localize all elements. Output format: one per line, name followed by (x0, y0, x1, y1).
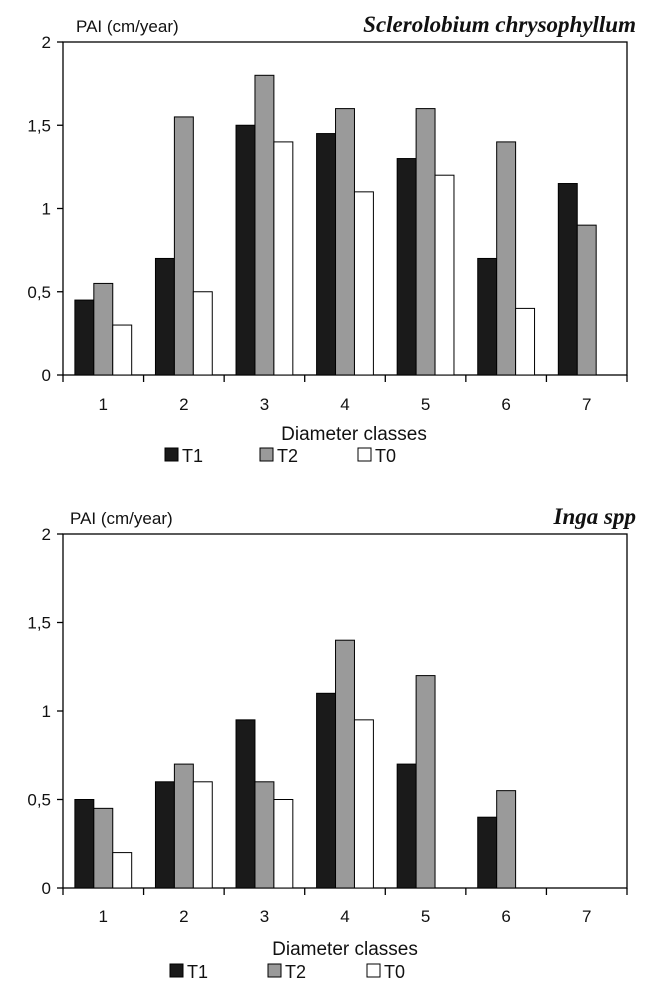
chart-inga: PAI (cm/year) Inga spp Diameter classes … (27, 504, 636, 982)
x-tick-label: 4 (340, 395, 349, 414)
x-tick-label: 4 (340, 907, 349, 926)
legend-swatch-t2 (267, 963, 282, 978)
bar-t2 (254, 74, 275, 376)
legend-swatch-t0 (366, 963, 381, 978)
bar-t2 (93, 807, 114, 889)
bar-t0 (273, 799, 294, 889)
y-axis-label: PAI (cm/year) (70, 509, 173, 528)
legend-label-t2: T2 (277, 446, 298, 466)
y-tick-label: 1,5 (27, 116, 51, 135)
y-tick-label: 1 (42, 702, 51, 721)
bar-t1 (316, 133, 337, 376)
bar-t0 (515, 307, 536, 376)
chart-sclerolobium: PAI (cm/year) Sclerolobium chrysophyllum… (27, 12, 636, 466)
x-tick-label: 6 (501, 907, 510, 926)
bar-t1 (74, 799, 95, 889)
chart-title: Sclerolobium chrysophyllum (363, 12, 636, 37)
x-tick-label: 5 (421, 907, 430, 926)
y-tick-label: 1,5 (27, 614, 51, 633)
bar-t2 (93, 282, 114, 376)
bar-t1 (477, 257, 498, 376)
y-axis-label: PAI (cm/year) (76, 17, 179, 36)
x-tick-label: 7 (582, 395, 591, 414)
bar-t0 (353, 191, 374, 376)
y-tick-label: 2 (42, 33, 51, 52)
bar-t2 (335, 639, 355, 889)
legend-label-t1: T1 (187, 962, 208, 982)
bar-t2 (173, 763, 194, 889)
y-tick-label: 0 (42, 366, 51, 385)
legend-swatch-t2 (259, 447, 274, 462)
legend-label-t1: T1 (182, 446, 203, 466)
x-tick-label: 2 (179, 907, 188, 926)
legend-label-t0: T0 (384, 962, 405, 982)
chart-title: Inga spp (553, 504, 636, 529)
bar-t0 (112, 324, 133, 376)
x-axis-label: Diameter classes (272, 939, 418, 960)
x-tick-label: 5 (421, 395, 430, 414)
bar-t1 (396, 158, 417, 376)
bar-t1 (235, 719, 256, 889)
bar-t1 (74, 299, 95, 376)
bar-t1 (154, 257, 175, 376)
bar-t2 (576, 224, 597, 376)
bar-t0 (112, 852, 133, 889)
bar-t0 (273, 141, 294, 376)
bar-t1 (235, 124, 256, 376)
x-tick-label: 3 (260, 395, 269, 414)
bar-t2 (496, 790, 517, 889)
bar-t2 (173, 116, 194, 376)
bar-t2 (415, 108, 436, 376)
bar-t1 (396, 763, 417, 889)
legend-label-t0: T0 (375, 446, 396, 466)
y-tick-label: 1 (42, 200, 51, 219)
x-tick-label: 2 (179, 395, 188, 414)
legend-swatch-t0 (357, 447, 372, 462)
legend-swatch-t1 (164, 447, 179, 462)
bar-t0 (434, 174, 455, 376)
bar-t0 (192, 291, 213, 376)
x-tick-label: 6 (501, 395, 510, 414)
x-axis-label: Diameter classes (281, 424, 427, 445)
y-tick-label: 0,5 (27, 283, 51, 302)
legend-swatch-t1 (169, 963, 184, 978)
x-tick-label: 1 (99, 907, 108, 926)
bar-t2 (415, 675, 436, 889)
x-tick-label: 1 (99, 395, 108, 414)
bar-t1 (154, 781, 175, 889)
bar-t1 (477, 816, 498, 889)
x-tick-label: 3 (260, 907, 269, 926)
bar-t2 (254, 781, 275, 889)
bar-t0 (353, 719, 374, 889)
bar-t2 (335, 108, 355, 376)
bar-t1 (316, 692, 337, 889)
y-tick-label: 0,5 (27, 791, 51, 810)
bar-t2 (496, 141, 517, 376)
y-tick-label: 2 (42, 525, 51, 544)
bar-t0 (192, 781, 213, 889)
y-tick-label: 0 (42, 879, 51, 898)
x-tick-label: 7 (582, 907, 591, 926)
bar-t1 (557, 183, 578, 376)
legend-label-t2: T2 (285, 962, 306, 982)
